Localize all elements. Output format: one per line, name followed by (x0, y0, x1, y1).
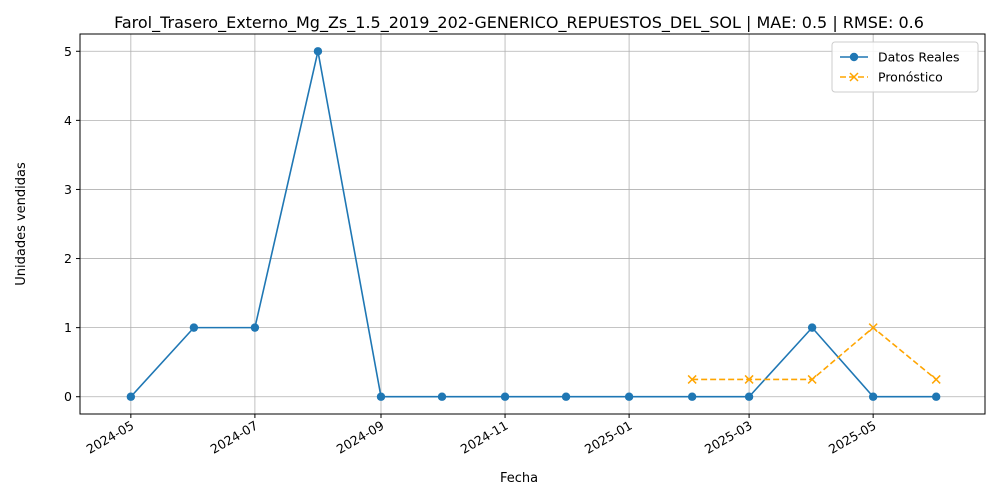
forecast-point-marker (744, 374, 754, 384)
legend-item: Pronóstico (840, 70, 943, 85)
data-point-marker (250, 323, 260, 332)
series-line-datos-reales (130, 51, 937, 398)
x-axis-label: Fecha (500, 471, 538, 486)
data-point-marker (189, 323, 199, 332)
data-point-marker (126, 392, 136, 401)
data-point-marker (561, 392, 571, 401)
y-tick-label: 0 (64, 389, 72, 404)
data-point-marker (313, 47, 323, 56)
legend: Datos Reales Pronóstico (831, 41, 979, 93)
data-point-marker (931, 392, 941, 401)
forecast-point-marker (687, 374, 697, 384)
legend-label: Pronóstico (878, 70, 943, 85)
data-point-marker (687, 392, 697, 401)
y-tick-label: 3 (64, 182, 72, 197)
data-point-marker (437, 392, 447, 401)
data-point-marker (500, 392, 510, 401)
y-axis-label: Unidades vendidas (14, 162, 29, 286)
forecast-point-marker (931, 374, 941, 384)
grid (80, 34, 985, 414)
forecast-point-marker (868, 323, 878, 333)
legend-box (831, 41, 979, 93)
data-point-marker (376, 392, 386, 401)
y-tick-label: 2 (64, 251, 72, 266)
legend-marker (849, 52, 859, 62)
data-point-marker (807, 323, 817, 332)
legend-item: Datos Reales (840, 50, 959, 65)
data-point-marker (744, 392, 754, 401)
forecast-point-marker (807, 374, 817, 384)
y-tick-label: 4 (64, 113, 72, 128)
chart-title: Farol_Trasero_Externo_Mg_Zs_1.5_2019_202… (114, 13, 924, 33)
legend-label: Datos Reales (878, 50, 959, 65)
plot-frame (79, 33, 986, 415)
data-point-marker (624, 392, 634, 401)
y-tick-label: 1 (64, 320, 72, 335)
y-tick-label: 5 (64, 44, 72, 59)
series-layer (126, 47, 941, 401)
data-point-marker (868, 392, 878, 401)
